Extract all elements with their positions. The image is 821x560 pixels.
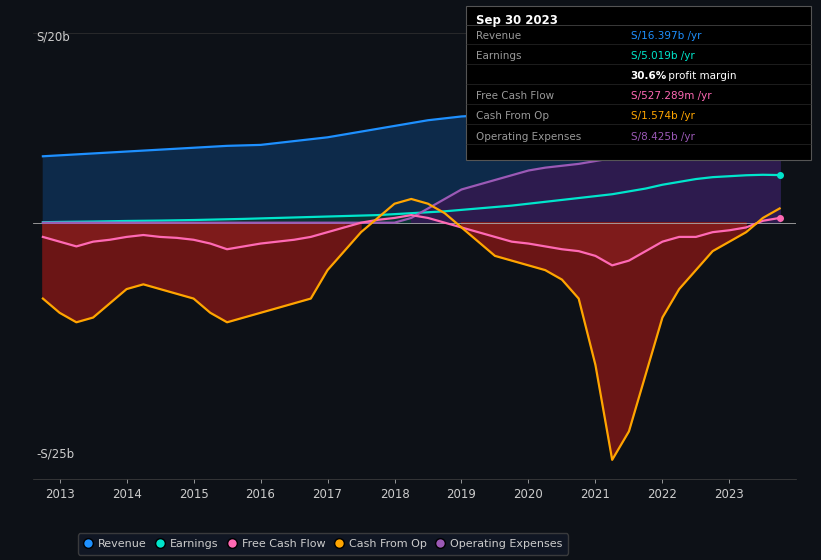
Text: S/20b: S/20b	[37, 30, 71, 43]
Text: S/5.019b /yr: S/5.019b /yr	[631, 51, 695, 61]
Text: Revenue: Revenue	[476, 31, 521, 41]
Legend: Revenue, Earnings, Free Cash Flow, Cash From Op, Operating Expenses: Revenue, Earnings, Free Cash Flow, Cash …	[78, 533, 568, 554]
Text: Cash From Op: Cash From Op	[476, 111, 549, 122]
Text: Sep 30 2023: Sep 30 2023	[476, 14, 558, 27]
Text: profit margin: profit margin	[665, 71, 736, 81]
Text: -S/25b: -S/25b	[37, 447, 75, 460]
Text: Free Cash Flow: Free Cash Flow	[476, 91, 554, 101]
Text: Operating Expenses: Operating Expenses	[476, 132, 581, 142]
Text: S/1.574b /yr: S/1.574b /yr	[631, 111, 695, 122]
Text: S/527.289m /yr: S/527.289m /yr	[631, 91, 711, 101]
Text: 30.6%: 30.6%	[631, 71, 667, 81]
Text: Earnings: Earnings	[476, 51, 521, 61]
Text: S/8.425b /yr: S/8.425b /yr	[631, 132, 695, 142]
Text: S/16.397b /yr: S/16.397b /yr	[631, 31, 701, 41]
